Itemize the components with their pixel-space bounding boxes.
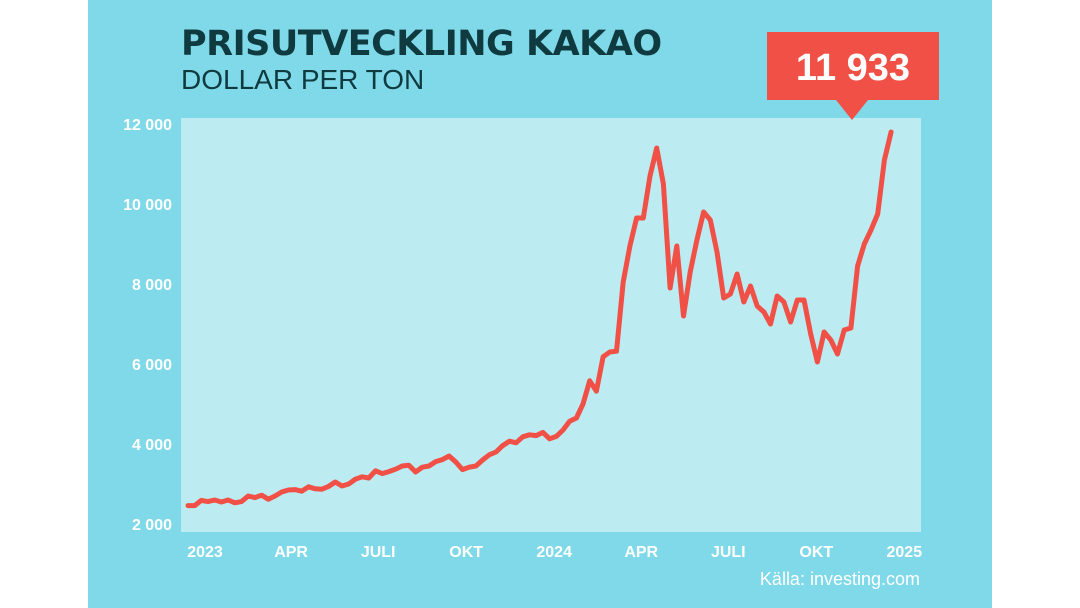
y-tick-label: 4 000 <box>132 437 172 454</box>
callout-pointer <box>836 100 868 120</box>
x-tick-label: 2023 <box>187 544 223 561</box>
callout-value: 11 933 <box>796 47 910 89</box>
y-tick-label: 10 000 <box>123 197 172 214</box>
x-tick-label: 2025 <box>887 544 923 561</box>
x-tick-label: OKT <box>799 544 833 561</box>
x-tick-label: APR <box>624 544 658 561</box>
plot-area <box>181 118 921 532</box>
y-tick-label: 8 000 <box>132 277 172 294</box>
chart-source: Källa: investing.com <box>759 569 920 589</box>
x-axis: 2023 APR JULI OKT 2024 APR JULI OKT 2025 <box>187 544 922 561</box>
y-tick-label: 2 000 <box>132 517 172 534</box>
x-tick-label: APR <box>274 544 308 561</box>
x-tick-label: OKT <box>449 544 483 561</box>
x-tick-label: JULI <box>711 544 746 561</box>
callout-box <box>767 32 939 100</box>
y-tick-label: 6 000 <box>132 357 172 374</box>
y-axis: 2 000 4 000 6 000 8 000 10 000 12 000 <box>123 117 172 534</box>
price-callout: 11 933 <box>767 32 939 120</box>
price-series-line <box>185 129 894 509</box>
x-tick-label: JULI <box>361 544 396 561</box>
chart-title: PRISUTVECKLING KAKAO <box>181 24 662 64</box>
chart-subtitle: DOLLAR PER TON <box>181 64 425 95</box>
x-tick-label: 2024 <box>536 544 572 561</box>
y-tick-label: 12 000 <box>123 117 172 134</box>
